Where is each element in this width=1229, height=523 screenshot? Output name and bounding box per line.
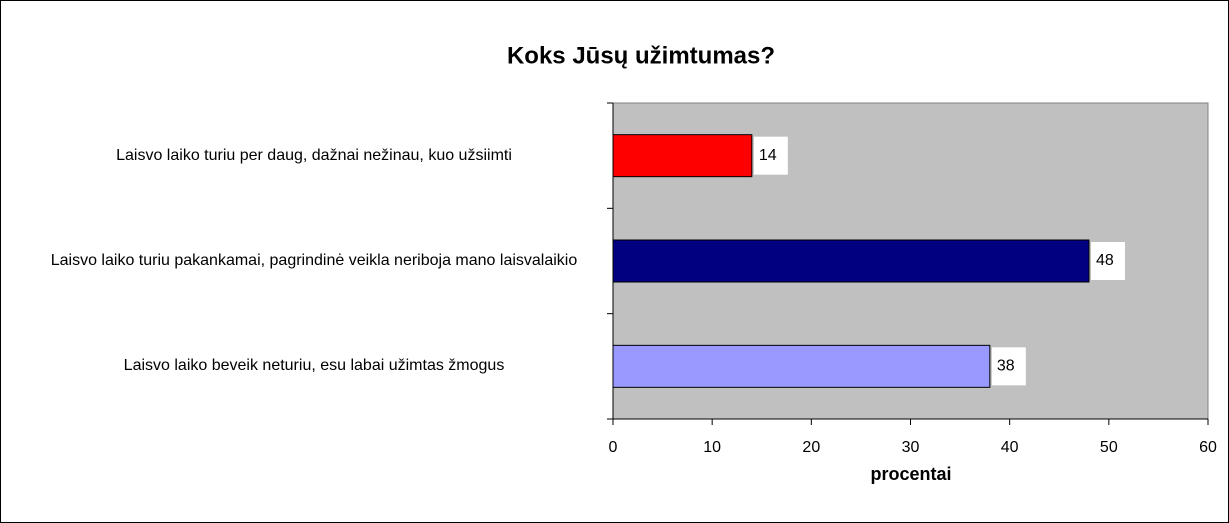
- x-tick-label: 20: [802, 439, 820, 456]
- x-tick-label: 30: [902, 439, 920, 456]
- x-tick-label: 50: [1100, 439, 1118, 456]
- x-tick-label: 10: [703, 439, 721, 456]
- x-tick-label: 40: [1001, 439, 1019, 456]
- bar: [612, 239, 1090, 283]
- value-label-bg: [753, 136, 788, 175]
- value-label: 14: [759, 147, 777, 164]
- value-label: 48: [1096, 252, 1114, 269]
- value-label: 38: [997, 358, 1015, 375]
- value-label-bg: [991, 347, 1026, 386]
- bar: [612, 344, 991, 388]
- y-tick-label: Laisvo laiko turiu per daug, dažnai neži…: [116, 146, 512, 164]
- value-label-bg: [1091, 242, 1125, 280]
- y-tick-label: Laisvo laiko beveik neturiu, esu labai u…: [123, 357, 505, 375]
- x-tick-label: 60: [1199, 439, 1217, 456]
- bar: [612, 134, 753, 178]
- x-tick-label: 0: [609, 439, 618, 456]
- chart-title: Koks Jūsų užimtumas?: [507, 42, 775, 69]
- x-axis-title: procentai: [870, 464, 951, 484]
- y-tick-label: Laisvo laiko turiu pakankamai, pagrindin…: [50, 252, 578, 269]
